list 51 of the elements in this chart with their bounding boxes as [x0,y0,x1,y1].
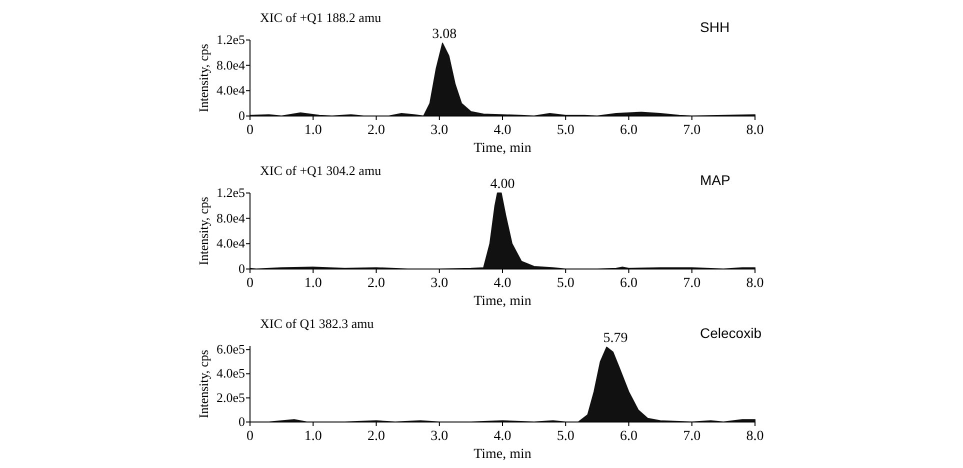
x-tick-label: 7.0 [683,123,701,138]
x-tick-label: 2.0 [368,123,385,138]
text: Celecoxib [700,325,762,341]
y-tick-label: 1.2e5 [216,32,245,47]
y-axis-title: Intensity, cps [196,44,211,112]
x-tick-label: 4.0 [494,123,512,138]
x-tick-label: 4.0 [494,276,512,291]
x-tick-label: 3.0 [430,276,448,291]
x-tick-label: 8.0 [746,276,764,291]
x-axis-title: Time, min [474,141,532,156]
y-tick-label: 1.2e5 [216,185,245,200]
x-tick-label: 6.0 [620,429,638,444]
x-tick-label: 8.0 [746,429,764,444]
y-tick-label: 6.0e5 [216,342,245,357]
y-axis-title: Intensity, cps [196,196,211,266]
y-tick-label: 4.0e4 [216,236,246,251]
y-tick-label: 8.0e4 [216,210,246,226]
x-tick-label: 2.0 [368,429,385,444]
annotation: 3.08 [432,27,457,42]
y-tick-label: 0 [238,261,245,276]
x-axis-title: Time, min [474,294,532,309]
text: MAP [700,172,730,188]
x-tick-label: 6.0 [620,276,638,291]
annotation: 5.79 [603,331,628,346]
x-axis-title: Time, min [474,447,532,462]
x-tick-label: 3.0 [430,123,448,138]
y-tick-label: 0 [238,414,245,429]
chart-title: XIC of Q1 382.3 amu [260,316,374,331]
y-axis-title: Intensity, cps [196,350,211,418]
y-tick-label: 0 [238,108,245,123]
x-tick-label: 3.0 [430,429,448,444]
x-tick-label: 1.0 [304,123,322,138]
y-tick-label: 2.0e5 [216,390,245,405]
text: SHH [700,19,730,35]
x-tick-label: 1.0 [304,276,322,291]
x-tick-label: 5.0 [556,429,574,444]
x-tick-label: 5.0 [556,276,574,291]
y-tick-label: 8.0e4 [216,57,246,72]
x-tick-label: 8.0 [746,123,764,138]
y-tick-label: 4.0e4 [216,82,246,98]
x-tick-label: 4.0 [494,429,512,444]
annotation: 4.00 [490,177,515,192]
y-tick-label: 4.0e5 [216,366,245,381]
x-tick-label: 7.0 [683,276,701,291]
x-tick-label: 6.0 [620,123,638,138]
chart-title: XIC of +Q1 188.2 amu [260,10,382,25]
x-tick-label: 1.0 [304,429,322,444]
x-tick-label: 5.0 [556,123,574,138]
x-tick-label: 7.0 [683,429,701,444]
chart-title: XIC of +Q1 304.2 amu [260,163,382,178]
x-tick-label: 2.0 [368,276,385,291]
